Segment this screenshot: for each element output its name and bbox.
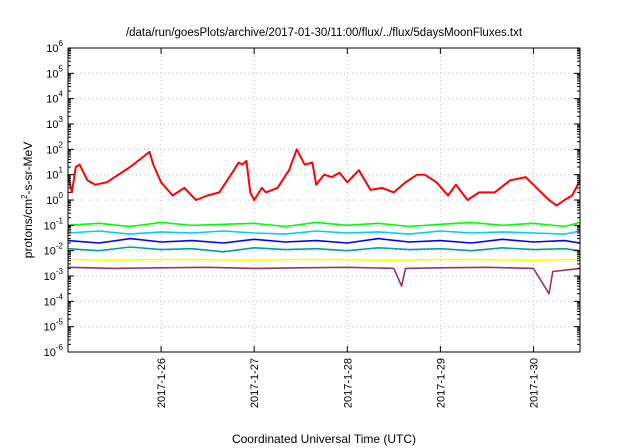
x-tick-label: 2017-1-28 (342, 358, 354, 408)
y-tick-label: 104 (46, 90, 63, 106)
y-tick-label: 10-2 (44, 242, 64, 258)
x-tick-label: 2017-1-29 (435, 358, 447, 408)
y-tick-label: 10-4 (44, 292, 64, 308)
series-line-1 (67, 148, 581, 207)
x-tick-label: 2017-1-26 (156, 358, 168, 408)
x-axis-label: Coordinated Universal Time (UTC) (232, 432, 416, 446)
series-line-2 (67, 221, 581, 228)
y-tick-label: 100 (46, 191, 63, 207)
series-line-4 (67, 237, 581, 244)
y-tick-label: 105 (46, 64, 63, 80)
y-tick-label: 10-5 (44, 318, 64, 334)
tick-layer: 10-6 10-5 10-4 10-3 10-2 10-1 100 101 102 103 104 1… (44, 39, 580, 408)
grid-layer (68, 48, 580, 352)
chart-title: /data/run/goesPlots/archive/2017-01-30/1… (126, 27, 523, 39)
y-axis-label-rest: -s-sr-MeV (21, 142, 35, 195)
series-layer (67, 148, 581, 295)
series-line-3 (67, 230, 581, 235)
y-axis-label-base: protons/cm (21, 199, 35, 258)
series-line-7 (67, 266, 581, 295)
y-tick-label: 101 (46, 166, 63, 182)
y-axis-label-sup: 2 (20, 194, 29, 199)
x-tick-label: 2017-1-27 (249, 358, 261, 408)
y-tick-label: 106 (46, 39, 63, 55)
y-axis-label: protons/cm2-s-sr-MeV (20, 142, 35, 258)
y-tick-label: 10-6 (44, 343, 64, 359)
series-line-5 (67, 246, 581, 253)
x-tick-label: 2017-1-30 (528, 358, 540, 408)
y-tick-label: 10-1 (44, 216, 64, 232)
series-line-6 (67, 258, 581, 262)
y-tick-label: 10-3 (44, 267, 64, 283)
y-tick-label: 102 (46, 140, 63, 156)
y-tick-label: 103 (46, 115, 63, 131)
